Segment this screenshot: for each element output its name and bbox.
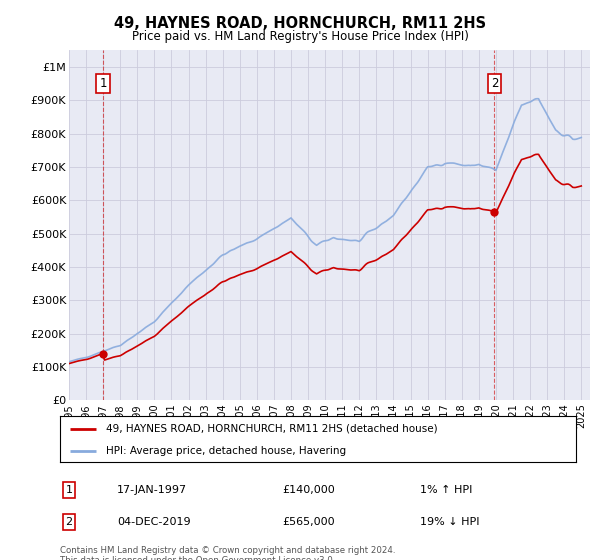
Text: £140,000: £140,000 bbox=[282, 485, 335, 495]
Text: 17-JAN-1997: 17-JAN-1997 bbox=[117, 485, 187, 495]
Text: 1: 1 bbox=[65, 485, 73, 495]
Text: 2: 2 bbox=[65, 517, 73, 527]
Text: 2: 2 bbox=[491, 77, 498, 90]
Text: 49, HAYNES ROAD, HORNCHURCH, RM11 2HS: 49, HAYNES ROAD, HORNCHURCH, RM11 2HS bbox=[114, 16, 486, 31]
Text: 1: 1 bbox=[100, 77, 107, 90]
Text: Price paid vs. HM Land Registry's House Price Index (HPI): Price paid vs. HM Land Registry's House … bbox=[131, 30, 469, 43]
Text: 1% ↑ HPI: 1% ↑ HPI bbox=[420, 485, 472, 495]
Text: 19% ↓ HPI: 19% ↓ HPI bbox=[420, 517, 479, 527]
Text: 04-DEC-2019: 04-DEC-2019 bbox=[117, 517, 191, 527]
Text: 49, HAYNES ROAD, HORNCHURCH, RM11 2HS (detached house): 49, HAYNES ROAD, HORNCHURCH, RM11 2HS (d… bbox=[106, 424, 438, 434]
Text: HPI: Average price, detached house, Havering: HPI: Average price, detached house, Have… bbox=[106, 446, 347, 455]
Text: Contains HM Land Registry data © Crown copyright and database right 2024.
This d: Contains HM Land Registry data © Crown c… bbox=[60, 546, 395, 560]
Text: £565,000: £565,000 bbox=[282, 517, 335, 527]
